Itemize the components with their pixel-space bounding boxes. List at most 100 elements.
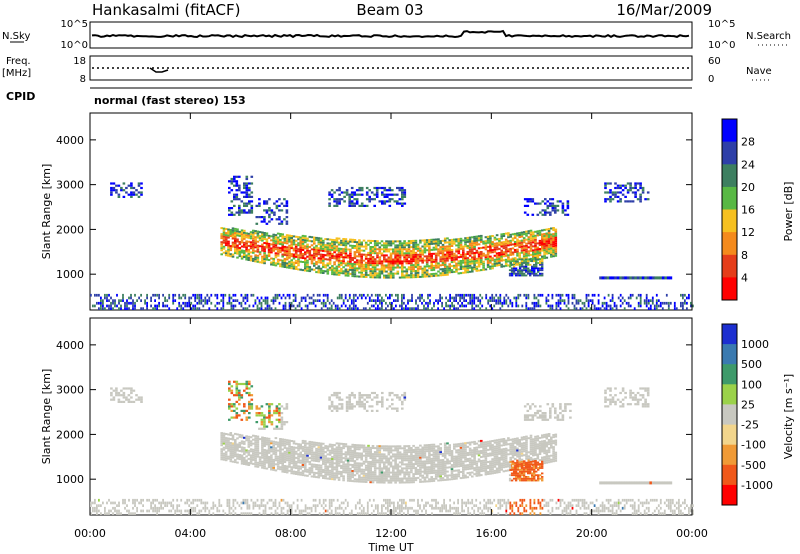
echo-cell [408, 262, 411, 264]
echo-cell [304, 235, 307, 237]
echo-cell [555, 233, 558, 235]
echo-cell [345, 453, 348, 455]
echo-cell [333, 454, 336, 456]
echo-cell [464, 245, 467, 247]
echo-cell [399, 240, 402, 242]
echo-cell [243, 209, 246, 211]
echo-cell [270, 235, 273, 237]
echo-cell [541, 242, 544, 244]
echo-cell [372, 445, 375, 447]
echo-cell [480, 257, 483, 259]
echo-cell [286, 262, 289, 264]
echo-cell [620, 305, 622, 308]
echo-cell [390, 447, 393, 449]
echo-cell [496, 244, 499, 246]
echo-cell [361, 187, 364, 189]
echo-cell [435, 245, 438, 247]
echo-cell [182, 294, 184, 297]
echo-cell [397, 297, 399, 300]
echo-cell [206, 302, 208, 305]
echo-cell [385, 261, 388, 263]
echo-cell [232, 435, 235, 437]
echo-cell [309, 297, 311, 300]
echo-cell [638, 294, 640, 297]
echo-cell [480, 269, 483, 271]
echo-cell [448, 444, 451, 446]
echo-cell [532, 307, 534, 310]
echo-cell [381, 260, 384, 262]
echo-cell [241, 294, 243, 297]
echo-cell [305, 299, 307, 302]
echo-cell [369, 254, 372, 256]
echo-cell [180, 305, 182, 308]
echo-cell [353, 302, 355, 305]
echo-cell [302, 458, 305, 460]
echo-cell [123, 189, 126, 191]
echo-cell [394, 200, 397, 202]
echo-cell [642, 189, 645, 191]
echo-cell [433, 448, 436, 450]
echo-cell [270, 458, 273, 460]
echo-cell [473, 299, 475, 302]
echo-cell [322, 246, 325, 248]
echo-cell [632, 191, 635, 193]
echo-cell [419, 473, 422, 475]
echo-cell [509, 262, 512, 264]
echo-cell [435, 275, 438, 277]
echo-cell [295, 244, 298, 246]
echo-cell [654, 307, 656, 310]
echo-cell [329, 466, 332, 468]
echo-cell [377, 294, 379, 297]
echo-cell [248, 212, 251, 214]
echo-cell [256, 205, 259, 207]
echo-cell [248, 452, 251, 454]
echo-cell [424, 251, 427, 253]
echo-cell [102, 302, 104, 305]
echo-cell [646, 294, 648, 297]
echo-cell [558, 294, 560, 297]
echo-cell [254, 447, 257, 449]
echo-cell [374, 455, 377, 457]
echo-cell [491, 251, 494, 253]
echo-cell [360, 469, 363, 471]
echo-cell [546, 251, 549, 253]
echo-cell [354, 462, 357, 464]
echo-cell [315, 456, 318, 458]
echo-cell [557, 200, 560, 202]
echo-cell [246, 212, 249, 214]
echo-cell [248, 440, 251, 442]
echo-cell [322, 443, 325, 445]
echo-cell [358, 276, 361, 278]
echo-cell [509, 248, 512, 250]
echo-cell [455, 460, 458, 462]
echo-cell [206, 294, 208, 297]
echo-cell [397, 464, 400, 466]
echo-cell [327, 462, 330, 464]
echo-cell [408, 248, 411, 250]
echo-cell [427, 307, 429, 310]
echo-cell [390, 259, 393, 261]
echo-cell [345, 250, 348, 252]
echo-cell [379, 242, 382, 244]
echo-cell [451, 245, 454, 247]
echo-cell [322, 272, 325, 274]
echo-cell [345, 246, 348, 248]
echo-cell [120, 187, 123, 189]
echo-cell [284, 461, 287, 463]
echo-cell [406, 459, 409, 461]
echo-cell [358, 454, 361, 456]
echo-cell [331, 299, 333, 302]
echo-cell [338, 461, 341, 463]
echo-cell [351, 472, 354, 474]
echo-cell [257, 446, 260, 448]
echo-cell [286, 246, 289, 248]
echo-cell [607, 191, 610, 193]
echo-cell [166, 305, 168, 308]
echo-cell [374, 453, 377, 455]
echo-cell [460, 254, 463, 256]
echo-cell [233, 180, 236, 182]
echo-cell [607, 276, 610, 279]
echo-cell [417, 455, 420, 457]
echo-cell [208, 297, 210, 300]
echo-cell [499, 297, 501, 300]
